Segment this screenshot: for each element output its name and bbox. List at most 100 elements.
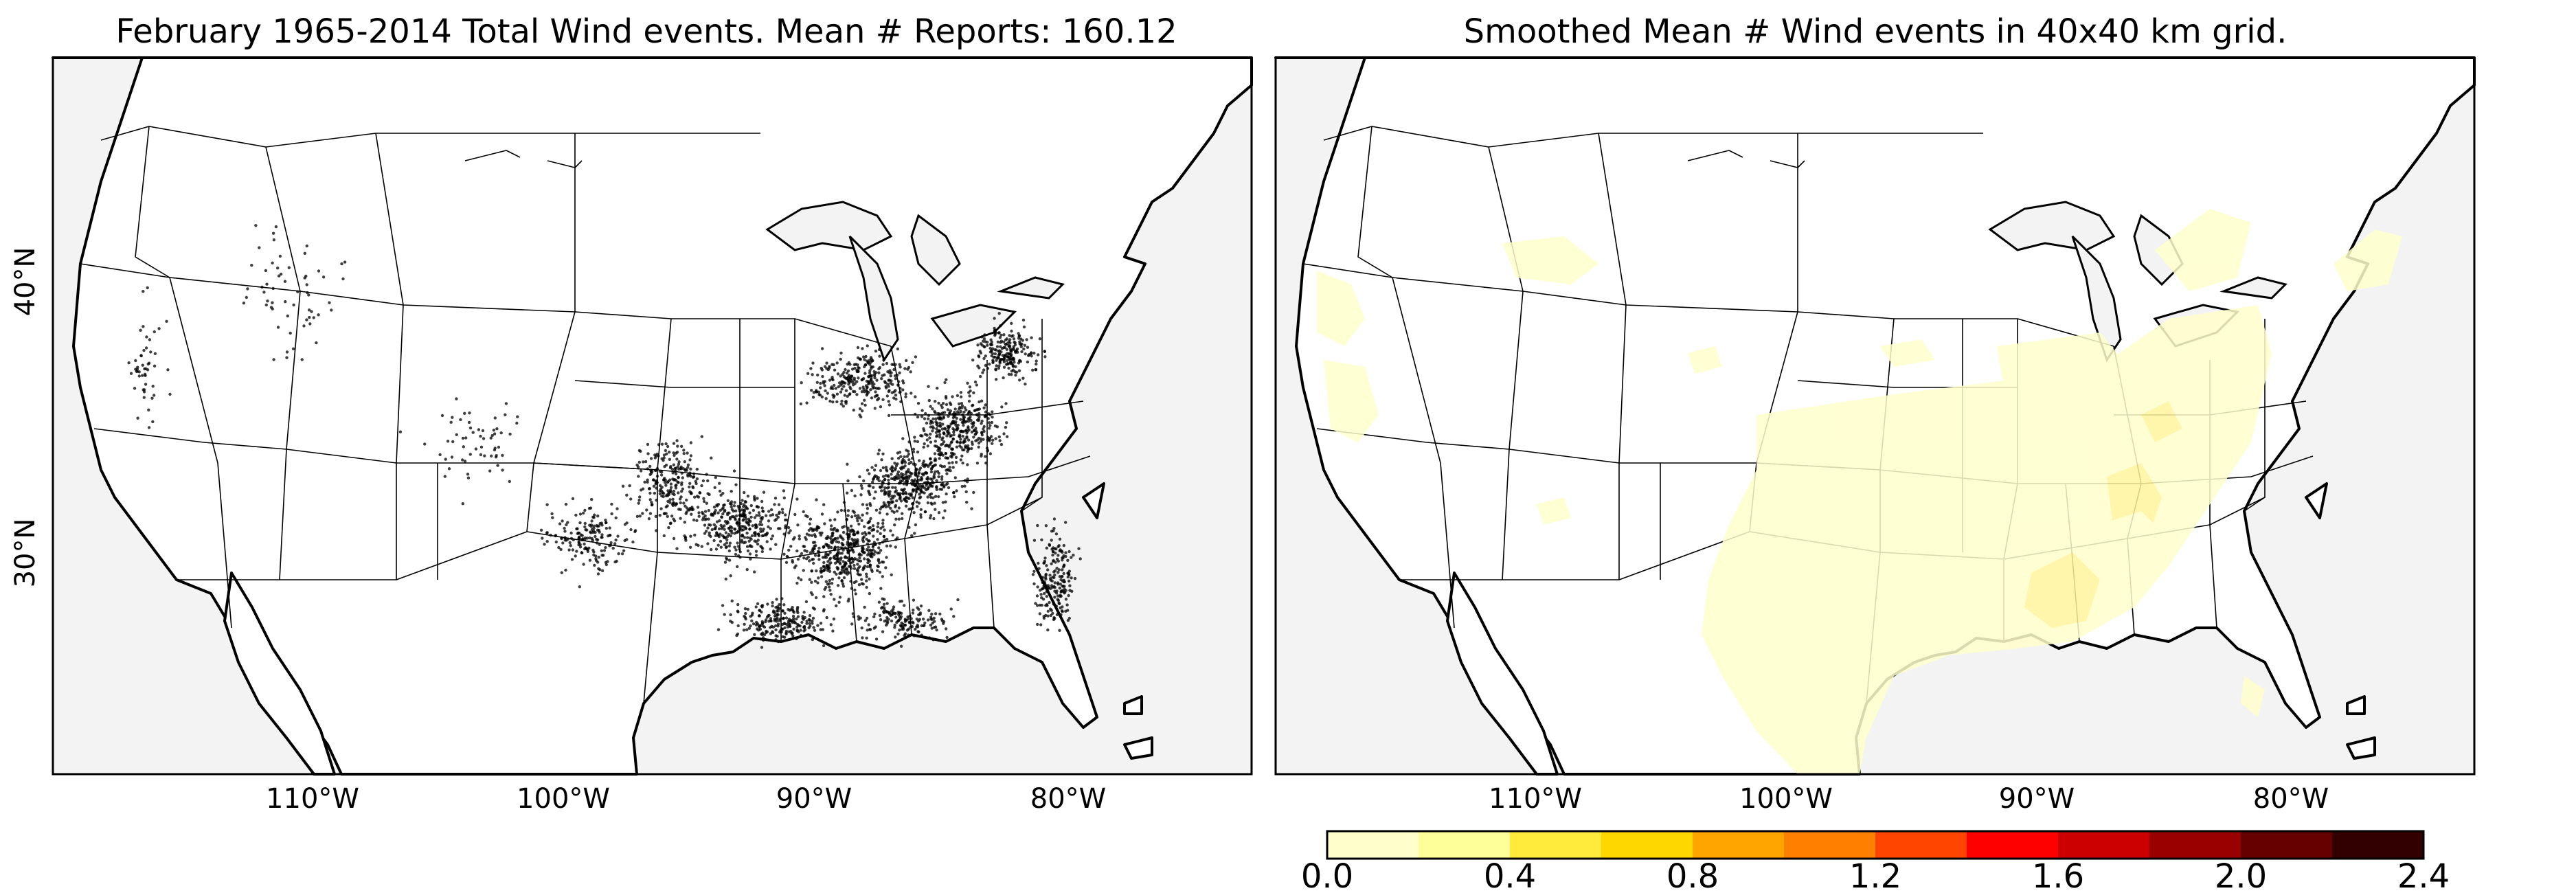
report-dot [843,563,846,567]
report-dot [876,564,879,567]
report-dot [842,385,846,388]
report-dot [852,378,857,382]
report-dot [950,455,953,459]
report-dot [145,335,148,339]
report-dot [868,539,871,543]
report-dot [1043,576,1048,579]
report-dot [997,352,1002,357]
report-dot [863,398,866,402]
report-dot [1054,532,1059,536]
report-dot [833,383,836,387]
report-dot [831,577,835,581]
report-dot [923,486,927,490]
report-dot [291,347,295,350]
report-dot [979,374,982,378]
report-dot [791,614,795,618]
report-dot [571,548,575,552]
report-dot [839,383,843,387]
report-dot [905,470,908,474]
report-dot [773,497,778,500]
report-dot [924,463,927,466]
report-dot [867,545,870,549]
report-dot [993,348,997,352]
report-dot [736,545,740,548]
report-dot [984,403,987,407]
report-dot [861,503,865,506]
report-dot [718,489,722,493]
report-dot [948,443,951,447]
report-dot [673,519,677,523]
report-dot [798,554,802,558]
report-dot [686,466,690,469]
report-dot [994,437,997,440]
report-dot [716,543,720,547]
report-dot [793,512,797,517]
report-dot [930,466,934,470]
report-dot [844,376,847,380]
report-dot [896,632,900,636]
report-dot [600,569,605,572]
report-dot [543,543,546,546]
report-dot [1053,581,1057,585]
report-dot [651,470,654,473]
report-dot [597,556,600,559]
report-dot [723,543,726,547]
report-dot [945,492,948,496]
report-dot [679,495,683,499]
report-dot [818,531,822,534]
report-dot [471,431,475,434]
report-dot [1018,342,1021,346]
report-dot [633,529,637,532]
report-dot [959,440,962,444]
report-dot [816,624,820,627]
report-dot [848,385,852,389]
report-dot [738,547,741,551]
report-dot [872,615,876,619]
report-dot [896,470,901,474]
report-dot [943,381,947,385]
report-dot [980,422,983,425]
report-dot [843,525,846,528]
report-dot [876,551,879,555]
report-dot [668,498,672,501]
report-dot [1050,562,1053,565]
report-dot [493,416,497,420]
report-dot [869,361,872,364]
report-dot [889,374,892,378]
report-dot [855,517,859,520]
report-dot [898,600,902,603]
report-dot [688,485,691,489]
report-dot [759,520,762,523]
report-dot [876,398,879,402]
report-dot [973,380,978,384]
report-dot [970,507,973,510]
report-dot [748,552,752,556]
report-dot [919,604,923,608]
report-dot [912,621,915,625]
report-dot [943,509,947,512]
report-dot [605,521,608,524]
report-dot [746,536,749,539]
report-dot [999,333,1003,337]
report-dot [865,548,869,552]
report-dot [835,400,839,404]
report-dot [897,476,901,480]
report-dot [479,453,483,457]
report-dot [929,623,933,627]
report-dot [866,629,869,632]
report-dot [945,635,949,640]
report-dot [906,368,909,371]
report-dot [925,438,929,442]
report-dot [959,391,963,394]
report-dot [262,291,266,294]
report-dot [708,533,711,537]
report-dot [986,340,989,344]
report-dot [749,557,752,561]
report-dot [885,469,889,473]
report-dot [635,515,640,518]
report-dot [942,432,946,436]
report-dot [577,543,580,547]
report-dot [1044,585,1048,588]
report-dot [784,629,789,633]
report-dot [855,541,859,544]
